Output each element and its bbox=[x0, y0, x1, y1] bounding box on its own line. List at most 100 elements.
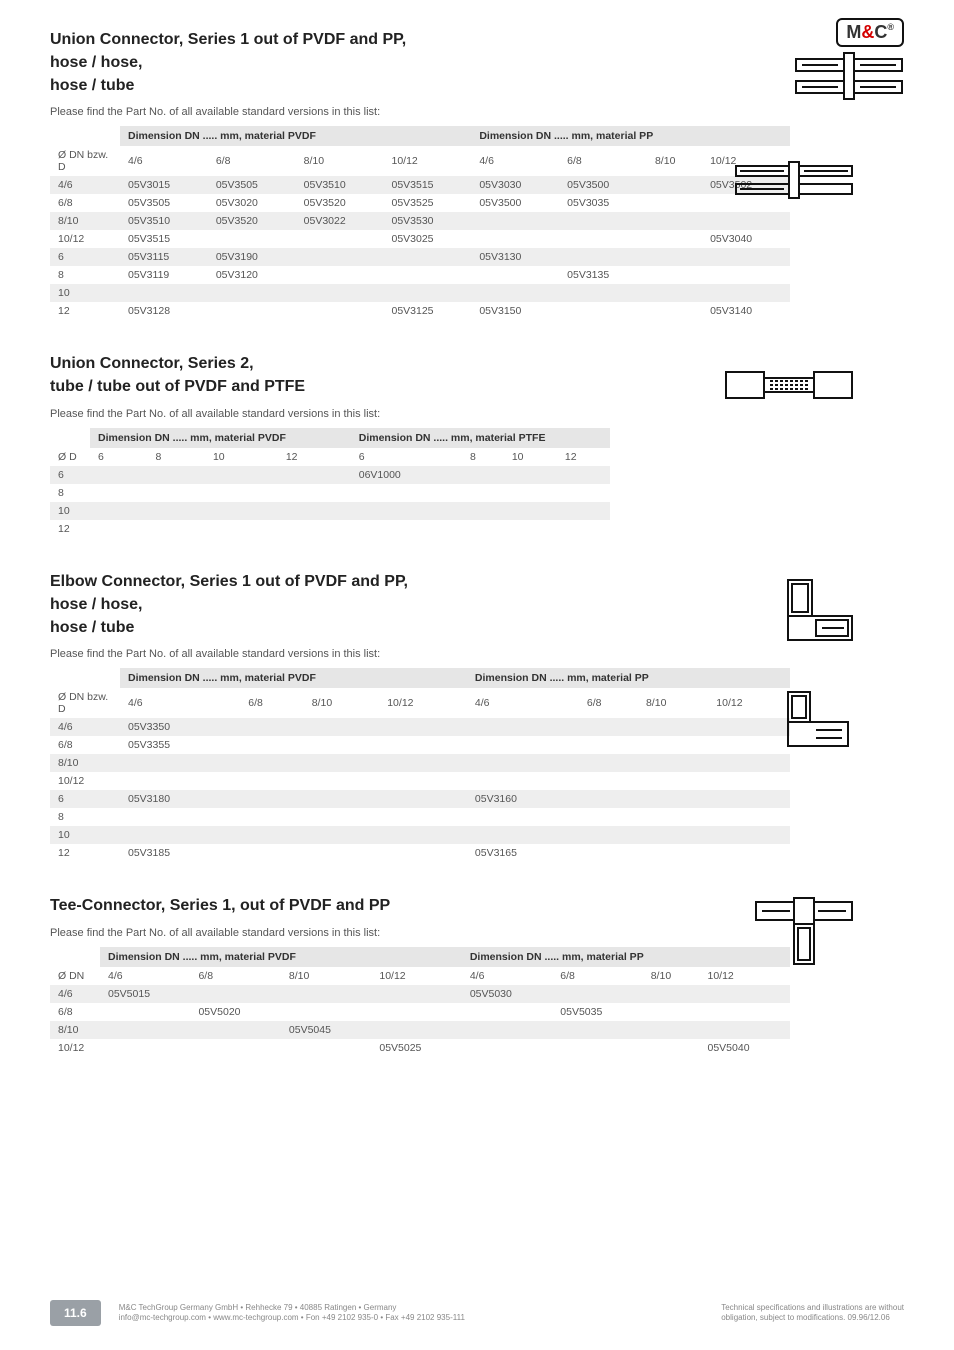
col-head: 4/6 bbox=[120, 688, 240, 718]
cell bbox=[708, 844, 790, 862]
cell bbox=[708, 790, 790, 808]
cell: 05V3350 bbox=[120, 718, 240, 736]
cell: 05V5030 bbox=[462, 985, 552, 1003]
cell: 05V3030 bbox=[471, 176, 559, 194]
col-head: 4/6 bbox=[120, 146, 208, 176]
cell bbox=[281, 1039, 371, 1057]
cell bbox=[467, 772, 579, 790]
cell: 05V3035 bbox=[559, 194, 647, 212]
cell bbox=[304, 754, 380, 772]
cell bbox=[379, 790, 467, 808]
cell bbox=[100, 1039, 190, 1057]
cell bbox=[647, 194, 702, 212]
col-head: 10/12 bbox=[379, 688, 467, 718]
cell bbox=[100, 1003, 190, 1021]
cell bbox=[467, 826, 579, 844]
cell bbox=[557, 484, 610, 502]
cell bbox=[379, 736, 467, 754]
cell bbox=[700, 1003, 791, 1021]
cell bbox=[90, 520, 147, 538]
table-row: 6/805V3355 bbox=[50, 736, 790, 754]
cell bbox=[647, 302, 702, 320]
table-row: 8/1005V5045 bbox=[50, 1021, 790, 1039]
cell bbox=[557, 466, 610, 484]
cell bbox=[304, 772, 380, 790]
cell bbox=[702, 284, 790, 302]
cell bbox=[643, 1039, 700, 1057]
table-row: 605V318005V3160 bbox=[50, 790, 790, 808]
elbow-tube-diagram-icon bbox=[782, 690, 854, 754]
col-head: 8/10 bbox=[296, 146, 384, 176]
parts-table: Dimension DN ..... mm, material PVDF Dim… bbox=[50, 126, 790, 320]
col-group: Dimension DN ..... mm, material PP bbox=[471, 126, 790, 146]
col-head: 6/8 bbox=[552, 967, 642, 985]
cell: 06V1000 bbox=[351, 466, 462, 484]
cell bbox=[467, 718, 579, 736]
row-head: 4/6 bbox=[50, 985, 100, 1003]
cell bbox=[304, 718, 380, 736]
cell: 05V3515 bbox=[383, 176, 471, 194]
col-head: 8 bbox=[147, 448, 204, 466]
cell: 05V3020 bbox=[208, 194, 296, 212]
row-head: 8 bbox=[50, 484, 90, 502]
cell bbox=[147, 520, 204, 538]
cell bbox=[240, 754, 303, 772]
row-head: 8/10 bbox=[50, 754, 120, 772]
row-head: 6 bbox=[50, 248, 120, 266]
row-head: 6/8 bbox=[50, 1003, 100, 1021]
section-title: hose / hose, bbox=[50, 53, 904, 74]
cell bbox=[240, 772, 303, 790]
table-row: 8/1005V351005V352005V302205V3530 bbox=[50, 212, 790, 230]
cell: 05V3165 bbox=[467, 844, 579, 862]
cell: 05V3128 bbox=[120, 302, 208, 320]
col-head: 4/6 bbox=[100, 967, 190, 985]
cell bbox=[371, 1021, 461, 1039]
cell bbox=[278, 502, 351, 520]
cell bbox=[702, 266, 790, 284]
cell bbox=[638, 736, 708, 754]
cell bbox=[557, 520, 610, 538]
cell bbox=[579, 772, 638, 790]
cell: 05V3510 bbox=[120, 212, 208, 230]
cell bbox=[147, 502, 204, 520]
cell: 05V3520 bbox=[296, 194, 384, 212]
cell bbox=[467, 736, 579, 754]
row-head: 4/6 bbox=[50, 718, 120, 736]
cell: 05V3520 bbox=[208, 212, 296, 230]
footer-line: Technical specifications and illustratio… bbox=[721, 1303, 904, 1313]
row-head: 10/12 bbox=[50, 1039, 100, 1057]
table-row: 805V311905V312005V3135 bbox=[50, 266, 790, 284]
row-head: 10/12 bbox=[50, 230, 120, 248]
cell: 05V3015 bbox=[120, 176, 208, 194]
col-head: 6/8 bbox=[190, 967, 280, 985]
cell bbox=[471, 284, 559, 302]
col-head: 10/12 bbox=[371, 967, 461, 985]
cell bbox=[643, 1021, 700, 1039]
table-row: 1205V318505V3165 bbox=[50, 844, 790, 862]
col-head: 8/10 bbox=[647, 146, 702, 176]
section-union-s1: Union Connector, Series 1 out of PVDF an… bbox=[50, 30, 904, 320]
cell bbox=[471, 230, 559, 248]
cell bbox=[471, 212, 559, 230]
cell bbox=[205, 484, 278, 502]
table-row: 10 bbox=[50, 502, 610, 520]
row-head: 8/10 bbox=[50, 212, 120, 230]
table-row: 10/1205V351505V302505V3040 bbox=[50, 230, 790, 248]
table-row: 4/605V5015 05V5030 bbox=[50, 985, 790, 1003]
cell: 05V5015 bbox=[100, 985, 190, 1003]
union-tube-diagram-icon bbox=[734, 160, 854, 200]
cell bbox=[208, 230, 296, 248]
cell bbox=[296, 266, 384, 284]
col-head: 6/8 bbox=[240, 688, 303, 718]
parts-table: Dimension DN ..... mm, material PVDF Dim… bbox=[50, 428, 610, 538]
footer-line: info@mc-techgroup.com • www.mc-techgroup… bbox=[119, 1313, 465, 1323]
cell bbox=[383, 248, 471, 266]
col-head: 4/6 bbox=[467, 688, 579, 718]
cell bbox=[647, 212, 702, 230]
cell bbox=[462, 1021, 552, 1039]
cell bbox=[559, 284, 647, 302]
cell bbox=[708, 736, 790, 754]
section-title: Elbow Connector, Series 1 out of PVDF an… bbox=[50, 572, 904, 593]
cell bbox=[700, 1021, 791, 1039]
section-title: hose / tube bbox=[50, 618, 904, 639]
